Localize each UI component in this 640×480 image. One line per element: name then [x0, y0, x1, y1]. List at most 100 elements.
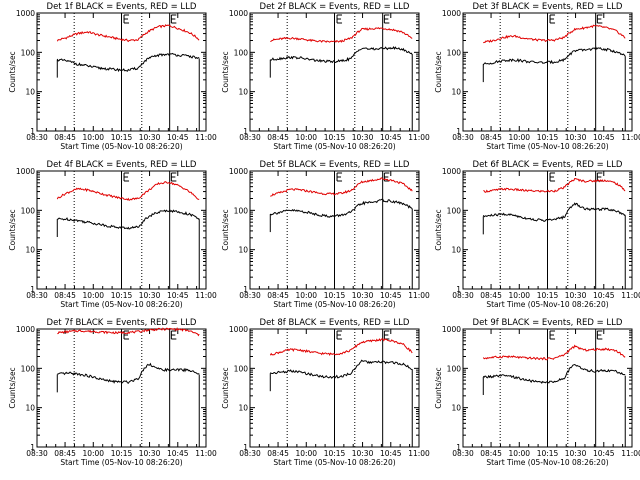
panel-title: Det 4f BLACK = Events, RED = LLD — [47, 160, 197, 170]
x-tick-label: 10:45 — [593, 449, 615, 458]
flag-marker — [549, 330, 556, 340]
flag-marker — [123, 14, 130, 24]
y-tick-label: 10 — [451, 88, 461, 97]
flag-marker — [383, 172, 390, 182]
x-tick-label: 08:45 — [54, 133, 76, 142]
y-tick-label: 10 — [451, 404, 461, 413]
x-tick-label: 08:30 — [239, 291, 261, 300]
y-axis-label: Counts/sec — [221, 209, 230, 250]
events-series-line — [57, 209, 200, 230]
x-tick-label: 10:15 — [537, 449, 559, 458]
x-axis-label: Start Time (05-Nov-10 08:26:20) — [486, 458, 608, 467]
x-tick-label: 10:45 — [380, 291, 402, 300]
x-axis-label: Start Time (05-Nov-10 08:26:20) — [60, 458, 182, 467]
x-tick-label: 10:15 — [537, 291, 559, 300]
panel-title: Det 3f BLACK = Events, RED = LLD — [473, 2, 623, 12]
y-tick-label: 10 — [25, 404, 35, 413]
lld-series-line — [270, 27, 413, 43]
flag-marker — [170, 172, 177, 182]
y-tick-label: 1 — [456, 443, 461, 452]
x-tick-label: 10:45 — [380, 133, 402, 142]
x-tick-label: 10:45 — [593, 133, 615, 142]
lld-series-line — [483, 24, 626, 44]
panel-title: Det 1f BLACK = Events, RED = LLD — [47, 2, 197, 12]
panel-det-6: Det 6f BLACK = Events, RED = LLD 1 10 100 10… — [434, 160, 640, 309]
y-tick-label: 1000 — [16, 325, 35, 334]
y-tick-label: 1 — [456, 127, 461, 136]
x-tick-label: 08:30 — [26, 133, 48, 142]
events-series-line — [482, 363, 626, 385]
x-tick-label: 08:45 — [480, 133, 502, 142]
flag-marker — [596, 330, 603, 340]
flag-marker — [123, 330, 130, 340]
x-tick-label: 10:15 — [324, 291, 346, 300]
x-tick-label: 08:45 — [480, 449, 502, 458]
y-tick-label: 100 — [21, 48, 36, 57]
x-tick-label: 10:00 — [82, 291, 104, 300]
x-tick-label: 10:00 — [508, 291, 530, 300]
lld-series-line — [56, 181, 200, 201]
x-tick-label: 11:00 — [621, 449, 640, 458]
x-tick-label: 08:30 — [452, 133, 474, 142]
y-tick-label: 1000 — [16, 167, 35, 176]
y-tick-label: 1000 — [229, 9, 248, 18]
x-tick-label: 10:00 — [295, 291, 317, 300]
x-tick-label: 11:00 — [621, 133, 640, 142]
x-tick-label: 08:30 — [239, 449, 261, 458]
x-tick-label: 08:30 — [239, 133, 261, 142]
x-tick-label: 08:45 — [267, 291, 289, 300]
y-tick-label: 1 — [243, 443, 248, 452]
lld-series-line — [56, 24, 200, 43]
events-series-line — [269, 359, 413, 379]
x-tick-label: 10:30 — [565, 449, 587, 458]
x-tick-label: 08:45 — [267, 133, 289, 142]
panel-det-3: Det 3f BLACK = Events, RED = LLD 1 10 100 10… — [434, 2, 640, 151]
panel-det-4: Det 4f BLACK = Events, RED = LLD 1 10 100 10… — [8, 160, 217, 309]
flag-marker — [383, 14, 390, 24]
y-tick-label: 100 — [21, 364, 36, 373]
y-tick-label: 100 — [234, 364, 249, 373]
y-tick-label: 100 — [234, 48, 249, 57]
x-tick-label: 10:45 — [593, 291, 615, 300]
x-axis-label: Start Time (05-Nov-10 08:26:20) — [60, 142, 182, 151]
y-axis-label: Counts/sec — [434, 209, 443, 250]
x-axis-label: Start Time (05-Nov-10 08:26:20) — [486, 300, 608, 309]
panel-title: Det 5f BLACK = Events, RED = LLD — [260, 160, 410, 170]
panel-det-7: Det 7f BLACK = Events, RED = LLD 1 10 100 10… — [8, 318, 217, 467]
x-tick-label: 10:15 — [111, 291, 133, 300]
y-tick-label: 10 — [451, 246, 461, 255]
x-axis-label: Start Time (05-Nov-10 08:26:20) — [273, 142, 395, 151]
y-tick-label: 10 — [238, 404, 248, 413]
x-tick-label: 10:00 — [82, 133, 104, 142]
y-axis-label: Counts/sec — [221, 51, 230, 92]
x-tick-label: 10:30 — [565, 133, 587, 142]
y-tick-label: 1 — [30, 285, 35, 294]
x-tick-label: 10:45 — [167, 291, 189, 300]
x-tick-label: 08:45 — [54, 449, 76, 458]
events-series-line — [57, 362, 200, 384]
panel-title: Det 8f BLACK = Events, RED = LLD — [260, 318, 410, 328]
panel-title: Det 6f BLACK = Events, RED = LLD — [473, 160, 623, 170]
events-series-line — [270, 45, 413, 64]
x-tick-label: 10:30 — [352, 449, 374, 458]
y-tick-label: 1000 — [442, 9, 461, 18]
x-tick-label: 10:45 — [380, 449, 402, 458]
y-axis-label: Counts/sec — [8, 367, 17, 408]
panel-title: Det 9f BLACK = Events, RED = LLD — [473, 318, 623, 328]
y-tick-label: 100 — [447, 364, 462, 373]
x-tick-label: 10:00 — [508, 449, 530, 458]
lld-series-line — [270, 177, 413, 197]
panel-det-2: Det 2f BLACK = Events, RED = LLD 1 10 100 10… — [221, 2, 430, 151]
lld-series-line — [57, 327, 200, 337]
x-tick-label: 10:00 — [82, 449, 104, 458]
panel-det-5: Det 5f BLACK = Events, RED = LLD 1 10 100 10… — [221, 160, 430, 309]
x-tick-label: 08:45 — [480, 291, 502, 300]
x-tick-label: 11:00 — [195, 449, 217, 458]
flag-marker — [170, 14, 177, 24]
x-tick-label: 10:15 — [324, 133, 346, 142]
x-tick-label: 08:45 — [54, 291, 76, 300]
y-tick-label: 10 — [238, 88, 248, 97]
x-tick-label: 10:30 — [352, 291, 374, 300]
x-tick-label: 11:00 — [408, 449, 430, 458]
